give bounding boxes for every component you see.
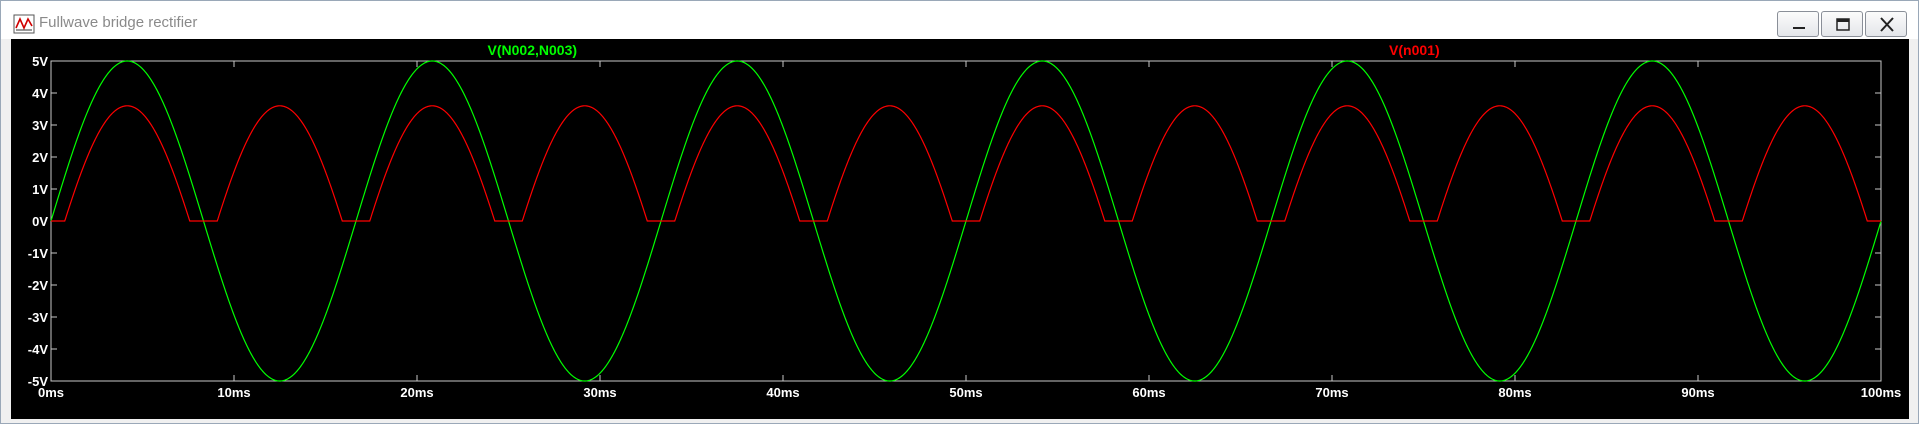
- x-tick-label: 100ms: [1861, 385, 1901, 400]
- y-tick-label: -1V: [28, 246, 49, 261]
- x-tick-label: 90ms: [1681, 385, 1714, 400]
- waveform-plot-icon: [13, 14, 35, 34]
- legend-label-v-n001[interactable]: V(n001): [1389, 42, 1440, 58]
- close-icon: [1880, 17, 1894, 32]
- y-tick-label: -4V: [28, 342, 49, 357]
- y-tick-label: -3V: [28, 310, 49, 325]
- maximize-button[interactable]: [1821, 11, 1863, 37]
- y-tick-label: 4V: [32, 86, 48, 101]
- x-tick-label: 30ms: [583, 385, 616, 400]
- maximize-icon: [1836, 18, 1850, 31]
- plot-pane[interactable]: 5V 4V 3V 2V 1V 0V -1V -2V -3V -4V -5V 0ms 10ms 20ms 30…: [11, 39, 1909, 419]
- legend-label-v-n002-n003[interactable]: V(N002,N003): [488, 42, 578, 58]
- y-tick-label: 2V: [32, 150, 48, 165]
- y-tick-label: -2V: [28, 278, 49, 293]
- close-button[interactable]: [1865, 11, 1907, 37]
- x-tick-label: 50ms: [949, 385, 982, 400]
- x-tick-label: 10ms: [217, 385, 250, 400]
- x-tick-label: 80ms: [1498, 385, 1531, 400]
- window-title: Fullwave bridge rectifier: [39, 14, 198, 31]
- y-tick-label: 1V: [32, 182, 48, 197]
- y-tick-label: 3V: [32, 118, 48, 133]
- y-tick-label: -5V: [28, 374, 49, 389]
- x-tick-label: 20ms: [400, 385, 433, 400]
- x-tick-label: 70ms: [1315, 385, 1348, 400]
- minimize-icon: [1793, 27, 1805, 29]
- y-tick-label: 5V: [32, 54, 48, 69]
- x-tick-label: 60ms: [1132, 385, 1165, 400]
- minimize-button[interactable]: [1777, 11, 1819, 37]
- x-tick-label: 40ms: [766, 385, 799, 400]
- series-line-v-n001: [51, 105, 1881, 222]
- title-bar[interactable]: Fullwave bridge rectifier: [1, 1, 1918, 39]
- x-tick-label: 0ms: [38, 385, 64, 400]
- y-tick-label: 0V: [32, 214, 48, 229]
